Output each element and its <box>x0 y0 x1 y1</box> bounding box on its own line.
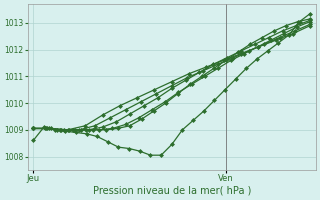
X-axis label: Pression niveau de la mer( hPa ): Pression niveau de la mer( hPa ) <box>92 186 251 196</box>
